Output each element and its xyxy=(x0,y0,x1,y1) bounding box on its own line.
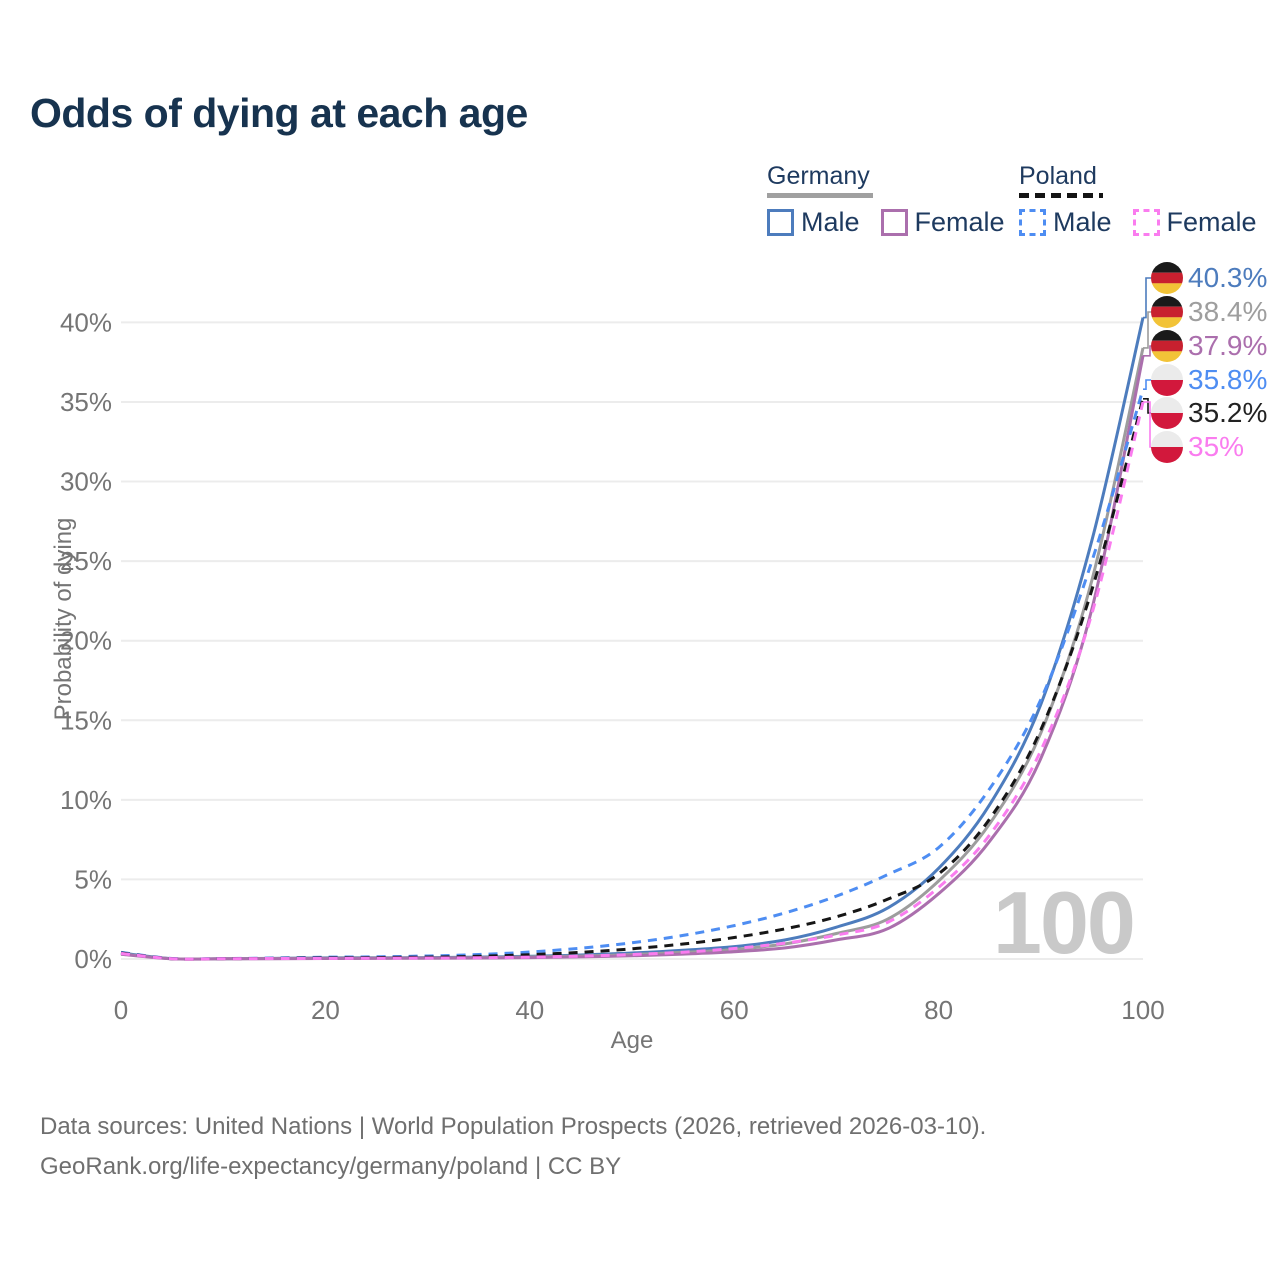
y-axis-title: Probability of dying xyxy=(50,517,77,721)
legend-item-germany-female[interactable]: Female xyxy=(914,207,1005,237)
legend-item-poland-female[interactable]: Female xyxy=(1166,207,1257,237)
footer: Data sources: United Nations | World Pop… xyxy=(40,1107,986,1187)
checkbox-poland-male[interactable] xyxy=(1019,209,1046,236)
legend-group-germany: Germany Male Female xyxy=(767,162,1019,238)
legend-item-germany-male[interactable]: Male xyxy=(801,207,860,237)
watermark-age-counter: 100 xyxy=(993,873,1136,972)
legend-item-poland-male[interactable]: Male xyxy=(1053,207,1112,237)
end-label-poland-male: 35.8% xyxy=(1188,364,1267,395)
page-title: Odds of dying at each age xyxy=(30,90,528,136)
x-tick-label: 0 xyxy=(114,995,128,1025)
legend-heading-germany: Germany xyxy=(767,162,870,190)
series-line-germany-male xyxy=(120,317,1145,961)
flag-icon-poland xyxy=(1151,397,1183,429)
y-tick-label: 5% xyxy=(74,864,112,894)
legend-heading-poland: Poland xyxy=(1019,162,1097,190)
series-line-poland-both xyxy=(120,398,1145,961)
germany-solid-line-swatch xyxy=(767,193,873,198)
end-label-connector-poland-male xyxy=(1143,379,1151,391)
end-label-germany-male: 40.3% xyxy=(1188,262,1267,293)
end-label-connector-poland-female xyxy=(1143,401,1151,448)
x-tick-label: 100 xyxy=(1121,995,1164,1025)
y-tick-label: 40% xyxy=(60,307,112,337)
x-axis-title: Age xyxy=(610,1027,654,1054)
y-tick-label: 15% xyxy=(60,705,112,735)
flag-icon-germany xyxy=(1151,330,1183,362)
end-label-connector-germany-male xyxy=(1143,277,1151,319)
flag-icon-poland xyxy=(1151,364,1183,396)
y-tick-label: 30% xyxy=(60,467,112,497)
end-label-germany-both: 38.4% xyxy=(1188,296,1267,327)
y-tick-label: 10% xyxy=(60,785,112,815)
checkbox-poland-female[interactable] xyxy=(1132,209,1160,236)
end-label-connector-germany-both xyxy=(1143,311,1151,349)
series-line-germany-both xyxy=(120,347,1145,961)
series-line-poland-female xyxy=(120,401,1145,961)
flag-icon-germany xyxy=(1151,296,1183,328)
mortality-line-chart: 0% 5% 10% 15% 20% 25% 30% 35% 40% 0 20 40 60 80 100 40.… xyxy=(60,262,1267,1025)
flag-icon-germany xyxy=(1151,262,1183,294)
end-label-germany-female: 37.9% xyxy=(1188,330,1267,361)
x-tick-label: 40 xyxy=(515,995,544,1025)
y-tick-label: 25% xyxy=(60,546,112,576)
end-label-poland-female: 35% xyxy=(1188,431,1244,462)
checkbox-germany-female[interactable] xyxy=(880,209,908,236)
y-tick-label: 0% xyxy=(74,944,112,974)
series-line-poland-male xyxy=(120,388,1145,961)
checkbox-germany-male[interactable] xyxy=(767,209,794,236)
footer-source-line: Data sources: United Nations | World Pop… xyxy=(40,1113,987,1140)
legend-group-poland: Poland Male Female xyxy=(1019,162,1271,238)
poland-dashed-line-swatch xyxy=(1019,193,1103,198)
x-tick-label: 80 xyxy=(924,995,953,1025)
y-tick-label: 35% xyxy=(60,387,112,417)
x-tick-label: 60 xyxy=(720,995,749,1025)
footer-license-line: GeoRank.org/life-expectancy/germany/pola… xyxy=(40,1153,622,1180)
flag-icon-poland xyxy=(1151,431,1183,463)
end-label-connector-germany-female xyxy=(1143,345,1151,357)
x-tick-label: 20 xyxy=(311,995,340,1025)
end-label-poland-both: 35.2% xyxy=(1188,397,1267,428)
series-line-germany-female xyxy=(120,355,1145,961)
y-tick-label: 20% xyxy=(60,626,112,656)
